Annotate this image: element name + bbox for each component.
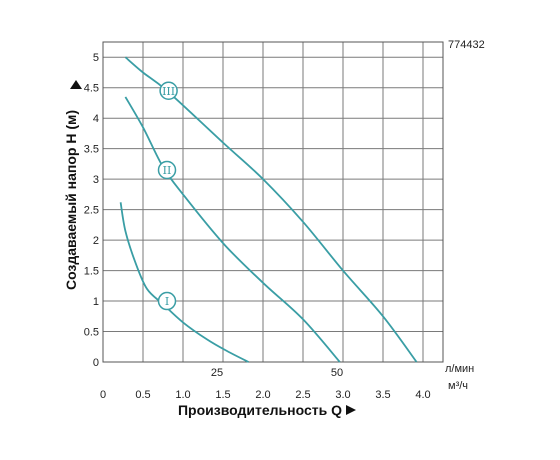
x-axis-title: Производительность Q — [178, 402, 342, 418]
x-axis-title-group: Производительность Q — [178, 402, 356, 418]
y-tick-label: 2 — [93, 235, 99, 247]
y-tick-label: 4 — [93, 113, 99, 125]
x-tick-label: 1.5 — [215, 389, 230, 401]
x2-axis-ticks: 25 50 — [211, 367, 343, 379]
marker-circle — [159, 81, 178, 101]
x-tick-label: 4.0 — [415, 389, 430, 401]
y-tick-label: 1.5 — [84, 266, 99, 278]
x-axis-ticks: 0 0.5 1.0 1.5 2.0 2.5 3.0 3.5 4.0 — [100, 389, 431, 401]
x-unit: м³/ч — [448, 380, 468, 392]
y-tick-label: 1 — [93, 296, 99, 308]
marker-label: I — [165, 295, 169, 308]
y-tick-label: 4.5 — [84, 83, 99, 95]
marker-circle — [157, 160, 177, 180]
x-tick-label: 2.0 — [255, 389, 270, 401]
y-axis-arrow-icon — [70, 80, 82, 89]
x-tick-label: 0.5 — [135, 389, 150, 401]
x2-tick-label: 50 — [331, 367, 343, 379]
marker-label: II — [163, 164, 172, 177]
x-tick-label: 3.0 — [335, 389, 350, 401]
x-tick-label: 3.5 — [375, 389, 390, 401]
grid — [103, 42, 443, 362]
y-tick-label: 0 — [93, 357, 99, 369]
y-tick-label: 5 — [93, 52, 99, 64]
marker-circle — [157, 291, 177, 311]
curve-marker-III: III — [159, 81, 178, 101]
x-tick-label: 2.5 — [295, 389, 310, 401]
y-tick-label: 0.5 — [84, 327, 99, 339]
curve-II — [124, 96, 341, 363]
curve-I — [119, 202, 250, 363]
model-code: 774432 — [448, 39, 485, 51]
y-tick-label: 3 — [93, 174, 99, 186]
x2-tick-label: 25 — [211, 367, 223, 379]
marker-label: III — [162, 85, 175, 98]
curve-III — [124, 56, 418, 363]
x-axis-arrow-icon — [346, 405, 356, 415]
y-tick-label: 3.5 — [84, 144, 99, 156]
x-tick-label: 0 — [100, 389, 106, 401]
curve-marker-II: II — [157, 160, 177, 180]
y-axis-title: Создаваемый напор Н (м) — [63, 110, 79, 290]
x2-unit: л/мин — [445, 363, 474, 375]
curve-marker-I: I — [157, 291, 177, 311]
y-axis-ticks: 0 0.5 1 1.5 2 2.5 3 3.5 4 4.5 5 — [84, 52, 99, 369]
x-tick-label: 1.0 — [175, 389, 190, 401]
y-tick-label: 2.5 — [84, 205, 99, 217]
y-axis-title-group: Создаваемый напор Н (м) — [63, 80, 82, 290]
plot-frame — [102, 41, 444, 363]
